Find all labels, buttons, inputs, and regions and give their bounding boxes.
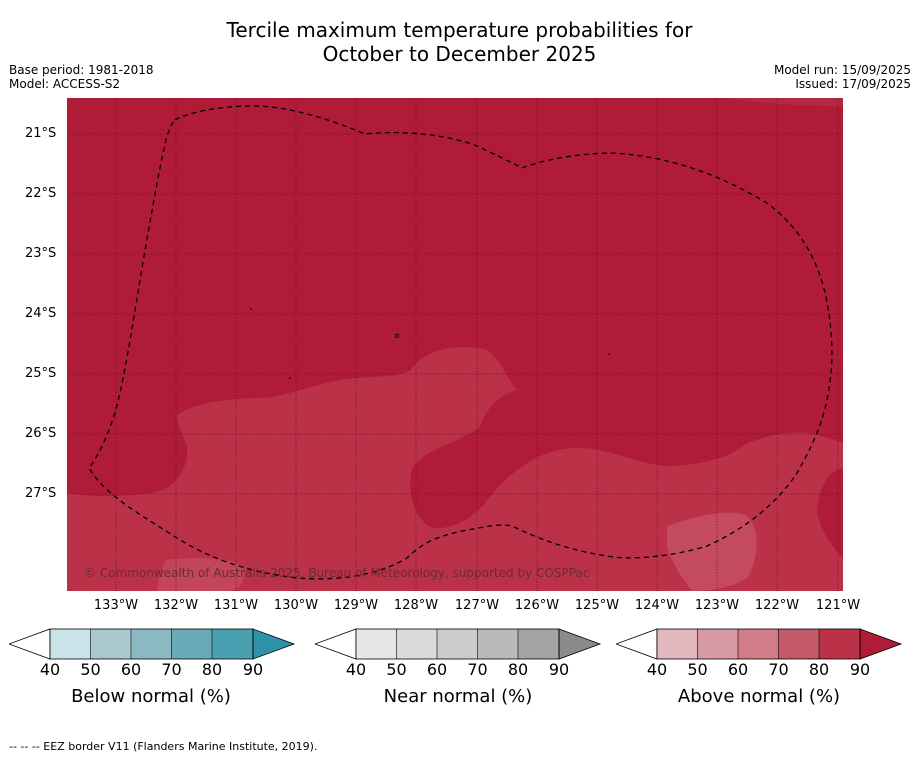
region-above-70-bottom	[157, 558, 244, 591]
legend-tick: 50	[80, 660, 101, 679]
legend-swatch	[212, 629, 253, 659]
footnote-eez: -- -- -- EEZ border V11 (Flanders Marine…	[9, 740, 318, 753]
legend-swatch	[657, 629, 698, 659]
legend-title-above: Above normal (%)	[677, 686, 841, 707]
legend-frame	[355, 628, 560, 660]
legend-tick: 60	[426, 660, 448, 679]
island-marker	[608, 353, 610, 355]
lon-label: 125°W	[574, 598, 620, 613]
legend-swatch	[697, 629, 738, 659]
lon-label: 132°W	[153, 598, 199, 613]
lat-label: 26°S	[25, 426, 57, 441]
lon-label: 123°W	[694, 598, 740, 613]
graticule	[67, 98, 843, 591]
map-svg	[67, 98, 843, 591]
legend-tick: 40	[345, 660, 367, 679]
lat-label: 22°S	[25, 186, 57, 201]
legend-title-below: Below normal (%)	[71, 686, 231, 707]
legend-extend-high	[558, 628, 602, 660]
model-name: Model: ACCESS-S2	[9, 77, 121, 91]
island-marker	[289, 377, 291, 379]
legend-dividers	[90, 629, 213, 659]
lon-label: 124°W	[634, 598, 680, 613]
lon-label: 127°W	[454, 598, 500, 613]
legend-tick: 50	[386, 660, 407, 679]
lon-label: 133°W	[93, 598, 139, 613]
region-above-90-patch	[67, 466, 182, 497]
chart-title: Tercile maximum temperature probabilitie…	[0, 18, 919, 66]
legend-extend-low	[315, 628, 357, 660]
legend-swatch	[356, 629, 397, 659]
legend-tick: 70	[768, 660, 789, 679]
legend-swatch	[131, 629, 172, 659]
legend-tick: 90	[548, 660, 570, 679]
legend-extend-low	[9, 628, 51, 660]
meta-left: Base period: 1981-2018 Model: ACCESS-S2	[9, 63, 154, 91]
lat-label: 27°S	[25, 486, 57, 501]
legend-frame	[656, 628, 861, 660]
eez-border	[88, 105, 833, 580]
title-line-2: October to December 2025	[322, 42, 597, 66]
region-above-90-right	[817, 468, 843, 558]
legend-tick: 80	[201, 660, 223, 679]
lat-label: 21°S	[25, 126, 57, 141]
lon-label: 122°W	[754, 598, 800, 613]
legend-tick: 40	[646, 660, 668, 679]
lon-label: 130°W	[273, 598, 319, 613]
lat-label: 24°S	[25, 306, 57, 321]
legend-tick: 90	[849, 660, 871, 679]
legend-tick: 80	[507, 660, 529, 679]
legend-swatch	[171, 629, 212, 659]
legend-swatch	[437, 629, 478, 659]
legend-tick: 60	[727, 660, 749, 679]
legend-title-near: Near normal (%)	[383, 686, 533, 707]
legend-dividers	[396, 629, 519, 659]
legend-swatch	[90, 629, 131, 659]
legend-frame	[49, 628, 254, 660]
lon-label: 131°W	[213, 598, 259, 613]
legend-tick: 70	[161, 660, 182, 679]
legend-below-colorbar	[9, 628, 296, 660]
legend-swatch	[819, 629, 860, 659]
legend-swatch	[396, 629, 437, 659]
legend-extend-low	[616, 628, 658, 660]
map-panel	[67, 98, 843, 591]
region-top-strip	[727, 98, 843, 106]
lon-label: 128°W	[393, 598, 439, 613]
legend-dividers	[697, 629, 820, 659]
legend-near-colorbar	[315, 628, 602, 660]
lon-label: 121°W	[815, 598, 861, 613]
region-above-80	[67, 347, 843, 591]
lon-label: 129°W	[333, 598, 379, 613]
legend-swatch	[50, 629, 91, 659]
legend-tick: 40	[39, 660, 61, 679]
legend-swatch	[518, 629, 559, 659]
legend-tick: 50	[687, 660, 708, 679]
issued-date: Issued: 17/09/2025	[795, 77, 911, 91]
legend-tick: 60	[120, 660, 142, 679]
legend-tick: 90	[242, 660, 264, 679]
legend-above-colorbar	[616, 628, 903, 660]
legend-tick: 80	[808, 660, 830, 679]
island-marker	[394, 333, 400, 339]
legend-extend-high	[859, 628, 903, 660]
title-line-1: Tercile maximum temperature probabilitie…	[226, 18, 693, 42]
legend-swatch	[477, 629, 518, 659]
island-marker	[250, 308, 252, 310]
lat-label: 23°S	[25, 246, 57, 261]
legend-swatch	[778, 629, 819, 659]
legend-extend-high	[252, 628, 296, 660]
legend-tick: 70	[467, 660, 488, 679]
copyright-notice: © Commonwealth of Australia 2025, Bureau…	[84, 566, 590, 580]
lat-label: 25°S	[25, 366, 57, 381]
legend-swatch	[738, 629, 779, 659]
model-run: Model run: 15/09/2025	[773, 63, 911, 77]
meta-right: Model run: 15/09/2025 Issued: 17/09/2025	[774, 63, 911, 91]
base-period: Base period: 1981-2018	[9, 63, 154, 77]
lon-label: 126°W	[514, 598, 560, 613]
